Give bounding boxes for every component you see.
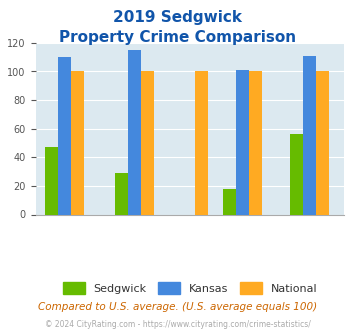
Bar bbox=[115, 173, 128, 214]
Text: Property Crime Comparison: Property Crime Comparison bbox=[59, 30, 296, 45]
Bar bbox=[249, 72, 262, 214]
Text: 2019 Sedgwick: 2019 Sedgwick bbox=[113, 10, 242, 25]
Bar bbox=[128, 50, 141, 214]
Bar bbox=[58, 57, 71, 215]
Bar bbox=[141, 72, 154, 214]
Bar bbox=[316, 72, 329, 214]
Bar bbox=[303, 56, 316, 214]
Bar bbox=[71, 72, 84, 214]
Bar bbox=[290, 134, 303, 214]
Bar bbox=[223, 189, 236, 214]
Text: © 2024 CityRating.com - https://www.cityrating.com/crime-statistics/: © 2024 CityRating.com - https://www.city… bbox=[45, 320, 310, 329]
Bar bbox=[195, 72, 208, 214]
Bar bbox=[236, 70, 249, 214]
Legend: Sedgwick, Kansas, National: Sedgwick, Kansas, National bbox=[58, 278, 322, 298]
Text: Compared to U.S. average. (U.S. average equals 100): Compared to U.S. average. (U.S. average … bbox=[38, 302, 317, 312]
Bar bbox=[45, 147, 58, 214]
